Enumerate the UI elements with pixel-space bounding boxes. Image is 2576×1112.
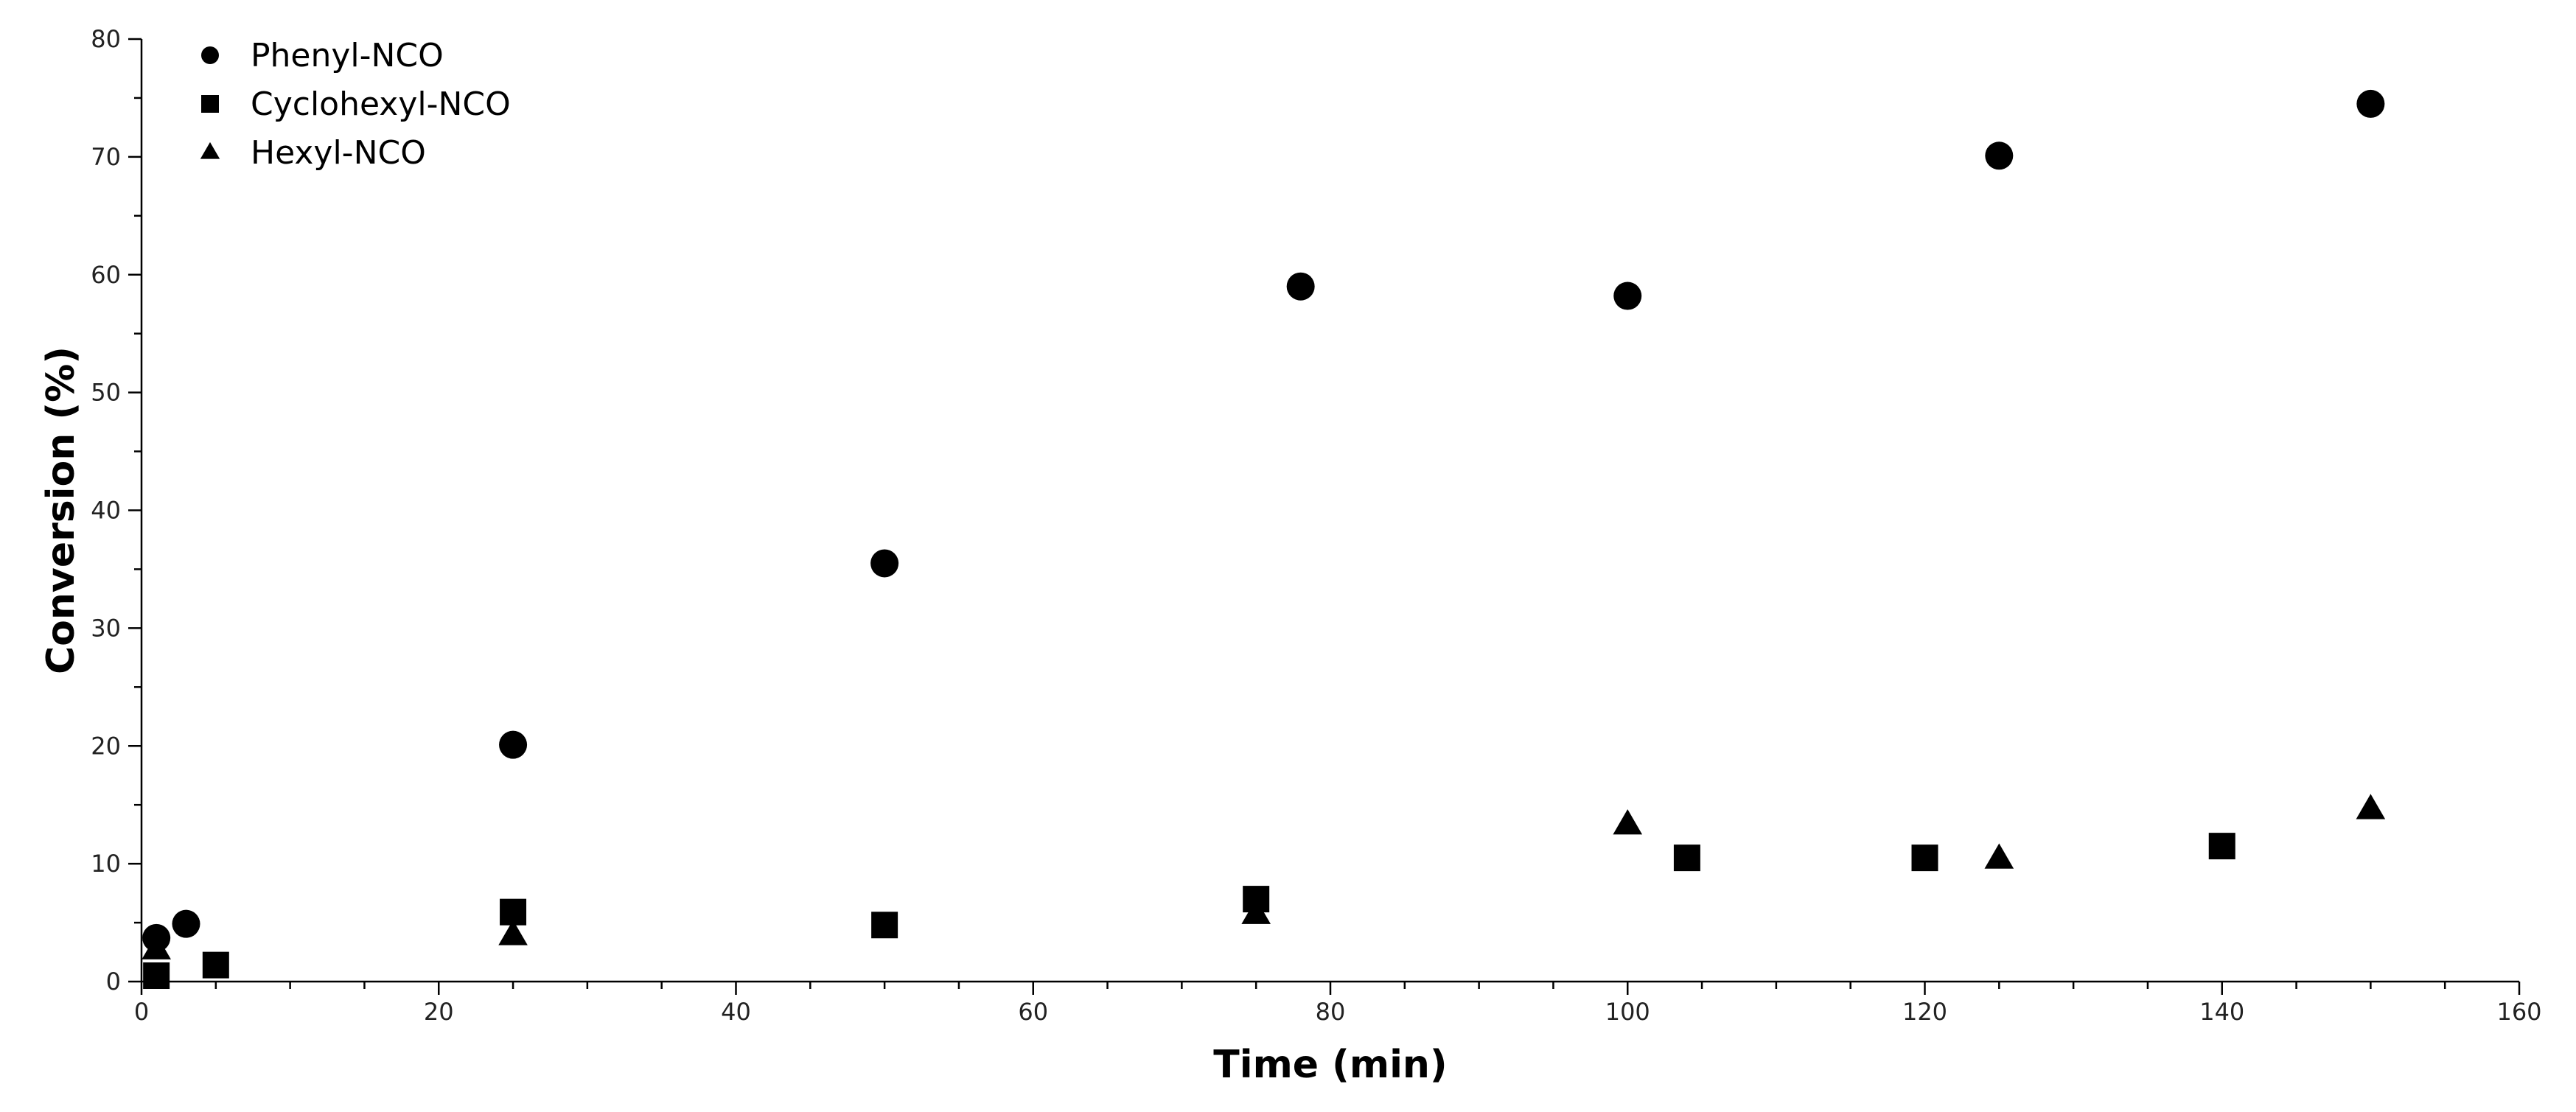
data-point-phenyl-nco <box>1613 282 1642 310</box>
legend-label-cyclohexyl-nco: Cyclohexyl-NCO <box>251 85 511 123</box>
x-tick-label: 100 <box>1605 998 1650 1026</box>
legend-label-hexyl-nco: Hexyl-NCO <box>251 134 426 172</box>
data-point-phenyl-nco <box>1286 272 1315 301</box>
x-axis-title: Time (min) <box>1213 1043 1447 1087</box>
data-point-hexyl-nco <box>498 920 528 945</box>
data-point-cyclohexyl-nco <box>871 912 898 939</box>
x-tick-label: 160 <box>2496 998 2541 1026</box>
data-point-hexyl-nco <box>1613 809 1643 835</box>
data-point-hexyl-nco <box>2356 794 2386 819</box>
legend-marker-phenyl-nco <box>201 46 219 64</box>
data-point-cyclohexyl-nco <box>1911 845 1938 872</box>
legend-marker-hexyl-nco <box>200 141 220 159</box>
y-tick-label: 70 <box>91 143 121 171</box>
y-tick-label: 10 <box>91 850 121 878</box>
legend: Phenyl-NCO Cyclohexyl-NCO Hexyl-NCO <box>200 37 511 172</box>
data-point-cyclohexyl-nco <box>2208 833 2235 860</box>
x-tick-label: 140 <box>2199 998 2244 1026</box>
data-point-hexyl-nco <box>142 934 171 959</box>
data-point-phenyl-nco <box>2356 89 2385 118</box>
data-marks <box>142 89 2386 990</box>
data-point-cyclohexyl-nco <box>143 962 170 990</box>
y-tick-label: 0 <box>106 968 121 996</box>
y-tick-label: 20 <box>91 732 121 760</box>
data-point-phenyl-nco <box>1985 141 2014 170</box>
x-tick-label: 80 <box>1316 998 1346 1026</box>
x-tick-label: 20 <box>424 998 454 1026</box>
x-tick-label: 60 <box>1018 998 1048 1026</box>
data-point-hexyl-nco <box>1241 898 1271 924</box>
data-point-phenyl-nco <box>499 730 528 759</box>
y-axis-title: Conversion (%) <box>39 346 83 674</box>
axes <box>140 39 2519 983</box>
y-tick-label: 80 <box>91 25 121 53</box>
legend-label-phenyl-nco: Phenyl-NCO <box>251 37 444 74</box>
y-tick-label: 60 <box>91 261 121 289</box>
y-tick-label: 30 <box>91 614 121 642</box>
x-tick-label: 0 <box>134 998 149 1026</box>
x-tick-label: 120 <box>1902 998 1947 1026</box>
data-point-phenyl-nco <box>870 549 899 578</box>
x-tick-label: 40 <box>721 998 751 1026</box>
y-tick-label: 50 <box>91 379 121 407</box>
data-point-cyclohexyl-nco <box>1673 845 1700 872</box>
data-point-phenyl-nco <box>172 909 200 938</box>
data-point-cyclohexyl-nco <box>202 951 229 979</box>
data-point-hexyl-nco <box>1984 843 2014 869</box>
y-tick-label: 40 <box>91 497 121 525</box>
ticks: 0 20 40 60 80 100 120 140 160 0 10 20 30 40 50 60 70 80 <box>91 25 2541 1026</box>
legend-marker-cyclohexyl-nco <box>201 95 219 113</box>
